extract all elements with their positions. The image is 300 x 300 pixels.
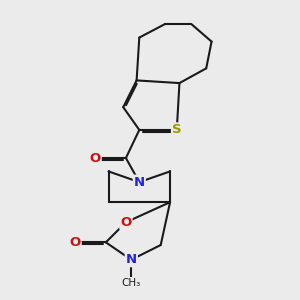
Text: O: O xyxy=(120,216,131,229)
Text: O: O xyxy=(89,152,101,164)
Text: N: N xyxy=(126,253,137,266)
Text: O: O xyxy=(69,236,81,249)
Text: S: S xyxy=(172,123,182,136)
Text: N: N xyxy=(134,176,145,189)
Text: CH₃: CH₃ xyxy=(122,278,141,287)
